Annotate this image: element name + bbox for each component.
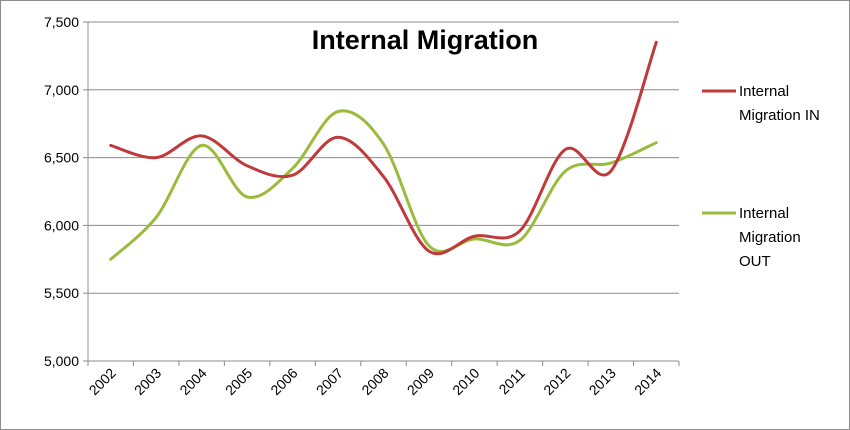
x-tick-label: 2008 — [358, 365, 391, 398]
x-tick-label: 2009 — [404, 365, 437, 398]
legend-label: Migration — [739, 229, 801, 246]
y-tick-label: 7,500 — [44, 14, 79, 30]
y-tick-label: 6,000 — [44, 217, 79, 233]
legend-label: Migration IN — [739, 107, 820, 124]
legend-label: Internal — [739, 83, 789, 100]
y-tick-label: 5,500 — [44, 285, 79, 301]
x-tick-label: 2002 — [86, 365, 119, 398]
x-tick-label: 2007 — [313, 365, 346, 398]
axes — [83, 21, 680, 366]
x-tick-label: 2004 — [176, 365, 209, 398]
x-tick-label: 2013 — [586, 365, 619, 398]
legend-label: Internal — [739, 205, 789, 222]
x-tick-label: 2014 — [631, 365, 664, 398]
series-line-migration-in — [109, 40, 658, 256]
x-tick-label: 2010 — [449, 365, 482, 398]
x-tick-label: 2006 — [267, 365, 300, 398]
x-tick-label: 2012 — [540, 365, 573, 398]
y-tick-label: 7,000 — [44, 82, 79, 98]
x-tick-label: 2003 — [131, 365, 164, 398]
legend-label: OUT — [739, 253, 771, 270]
y-tick-label: 6,500 — [44, 150, 79, 166]
x-tick-label: 2005 — [222, 365, 255, 398]
series-line-migration-out — [109, 109, 658, 261]
series-lines — [109, 40, 658, 261]
legend: Internal Migration IN Internal Migration OUT — [702, 83, 820, 270]
gridlines — [88, 21, 679, 294]
chart-title: Internal Migration — [312, 25, 539, 55]
x-tick-labels: 2002 2003 2004 2005 2006 2007 2008 2009 2010 2011… — [86, 365, 665, 398]
y-tick-labels: 5,000 5,500 6,000 6,500 7,000 7,500 — [44, 14, 79, 369]
y-tick-label: 5,000 — [44, 353, 79, 369]
x-tick-label: 2011 — [495, 365, 528, 398]
